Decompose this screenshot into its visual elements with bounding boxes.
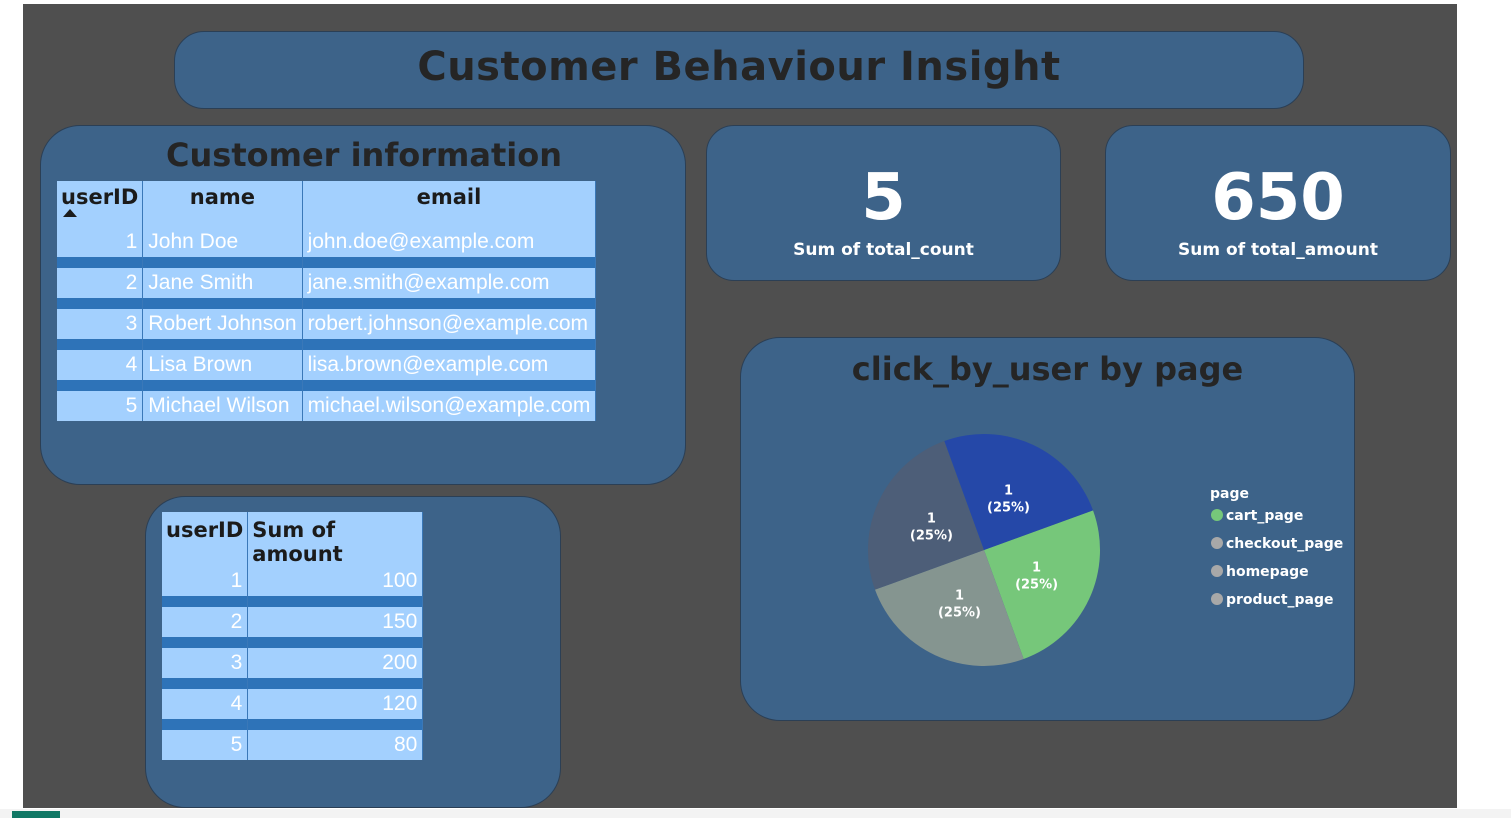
pie-slice-checkout_page[interactable] [874, 550, 1024, 666]
pie-slice-cart_page[interactable] [984, 510, 1100, 660]
row-separator [57, 380, 597, 391]
row-separator [162, 637, 424, 648]
pie-slice-homepage[interactable] [868, 440, 984, 590]
amount-cell: 80 [247, 730, 424, 760]
column-header-userid[interactable]: userID [57, 181, 144, 227]
column-header-sum-of-amount[interactable]: Sum of amount [247, 512, 424, 566]
customer-table: userID name email 1 John Doe john.doe@ex… [57, 181, 597, 421]
sort-ascending-icon[interactable] [63, 209, 77, 217]
amount-cell: 120 [247, 689, 424, 719]
email-cell: john.doe@example.com [302, 227, 597, 257]
data-label-value: 1 [955, 589, 964, 604]
legend-dot-icon [1211, 537, 1223, 549]
email-cell: jane.smith@example.com [302, 268, 597, 298]
kpi-card-total-count[interactable]: 5 Sum of total_count [706, 125, 1061, 281]
page-tab-bar [0, 809, 1511, 818]
report-title-panel: Customer Behaviour Insight [174, 31, 1304, 109]
kpi-value: 5 [861, 161, 906, 235]
pie-slice-product_page[interactable] [944, 434, 1094, 550]
chart-legend: page cart_page checkout_page homepage produ… [1210, 486, 1343, 620]
legend-dot-icon [1211, 509, 1223, 521]
userid-cell: 1 [162, 566, 249, 596]
userid-cell: 4 [57, 350, 144, 380]
legend-label: homepage [1226, 564, 1309, 580]
legend-item-cart_page[interactable]: cart_page [1210, 508, 1343, 536]
legend-item-product_page[interactable]: product_page [1210, 592, 1343, 620]
table-row[interactable]: 4 120 [162, 689, 424, 719]
amount-cell: 200 [247, 648, 424, 678]
table-row[interactable]: 1 John Doe john.doe@example.com [57, 227, 597, 257]
legend-item-checkout_page[interactable]: checkout_page [1210, 536, 1343, 564]
amount-cell: 100 [247, 566, 424, 596]
data-label-value: 1 [1004, 483, 1013, 498]
table-row[interactable]: 1 100 [162, 566, 424, 596]
amount-table: userID Sum of amount 1 100 2 150 3 200 4… [162, 512, 424, 760]
kpi-card-total-amount[interactable]: 650 Sum of total_amount [1105, 125, 1451, 281]
column-header-userid[interactable]: userID [162, 512, 249, 566]
kpi-value: 650 [1211, 161, 1345, 235]
row-separator [57, 339, 597, 350]
name-cell: John Doe [142, 227, 303, 257]
amount-cell: 150 [247, 607, 424, 637]
active-page-tab[interactable] [12, 811, 60, 818]
name-cell: Michael Wilson [142, 391, 303, 421]
table-row[interactable]: 4 Lisa Brown lisa.brown@example.com [57, 350, 597, 380]
row-separator [57, 257, 597, 268]
legend-label: product_page [1226, 592, 1334, 608]
legend-label: checkout_page [1226, 536, 1344, 552]
table-row[interactable]: 3 200 [162, 648, 424, 678]
customer-info-title: Customer information [166, 136, 562, 174]
table-row[interactable]: 2 150 [162, 607, 424, 637]
data-label-value: 1 [927, 511, 936, 526]
data-label-value: 1 [1032, 561, 1041, 576]
name-cell: Jane Smith [142, 268, 303, 298]
data-label-percent: (25%) [1015, 578, 1058, 593]
userid-cell: 5 [162, 730, 249, 760]
userid-cell: 3 [162, 648, 249, 678]
row-separator [162, 719, 424, 730]
userid-cell: 2 [57, 268, 144, 298]
table-row[interactable]: 5 80 [162, 730, 424, 760]
table-row[interactable]: 5 Michael Wilson michael.wilson@example.… [57, 391, 597, 421]
userid-cell: 3 [57, 309, 144, 339]
column-header-email[interactable]: email [302, 181, 597, 227]
legend-title: page [1210, 486, 1249, 502]
userid-cell: 4 [162, 689, 249, 719]
table-row[interactable]: 2 Jane Smith jane.smith@example.com [57, 268, 597, 298]
row-separator [162, 596, 424, 607]
pie-chart[interactable]: 1 (25%) 1 (25%) 1 (25%) 1 (25%) [850, 420, 1120, 680]
column-header-name[interactable]: name [142, 181, 303, 227]
email-cell: lisa.brown@example.com [302, 350, 597, 380]
legend-dot-icon [1211, 593, 1223, 605]
report-title: Customer Behaviour Insight [417, 44, 1061, 90]
userid-cell: 2 [162, 607, 249, 637]
data-label-percent: (25%) [938, 606, 981, 621]
userid-cell: 5 [57, 391, 144, 421]
legend-item-homepage[interactable]: homepage [1210, 564, 1343, 592]
name-cell: Lisa Brown [142, 350, 303, 380]
name-cell: Robert Johnson [142, 309, 303, 339]
row-separator [162, 678, 424, 689]
legend-label: cart_page [1226, 508, 1304, 524]
chart-title: click_by_user by page [851, 350, 1244, 388]
row-separator [57, 298, 597, 309]
kpi-label: Sum of total_amount [1178, 240, 1378, 260]
data-label-percent: (25%) [910, 528, 953, 543]
legend-dot-icon [1211, 565, 1223, 577]
data-label-percent: (25%) [987, 500, 1030, 515]
email-cell: michael.wilson@example.com [302, 391, 597, 421]
email-cell: robert.johnson@example.com [302, 309, 597, 339]
userid-cell: 1 [57, 227, 144, 257]
table-row[interactable]: 3 Robert Johnson robert.johnson@example.… [57, 309, 597, 339]
kpi-label: Sum of total_count [793, 240, 974, 260]
